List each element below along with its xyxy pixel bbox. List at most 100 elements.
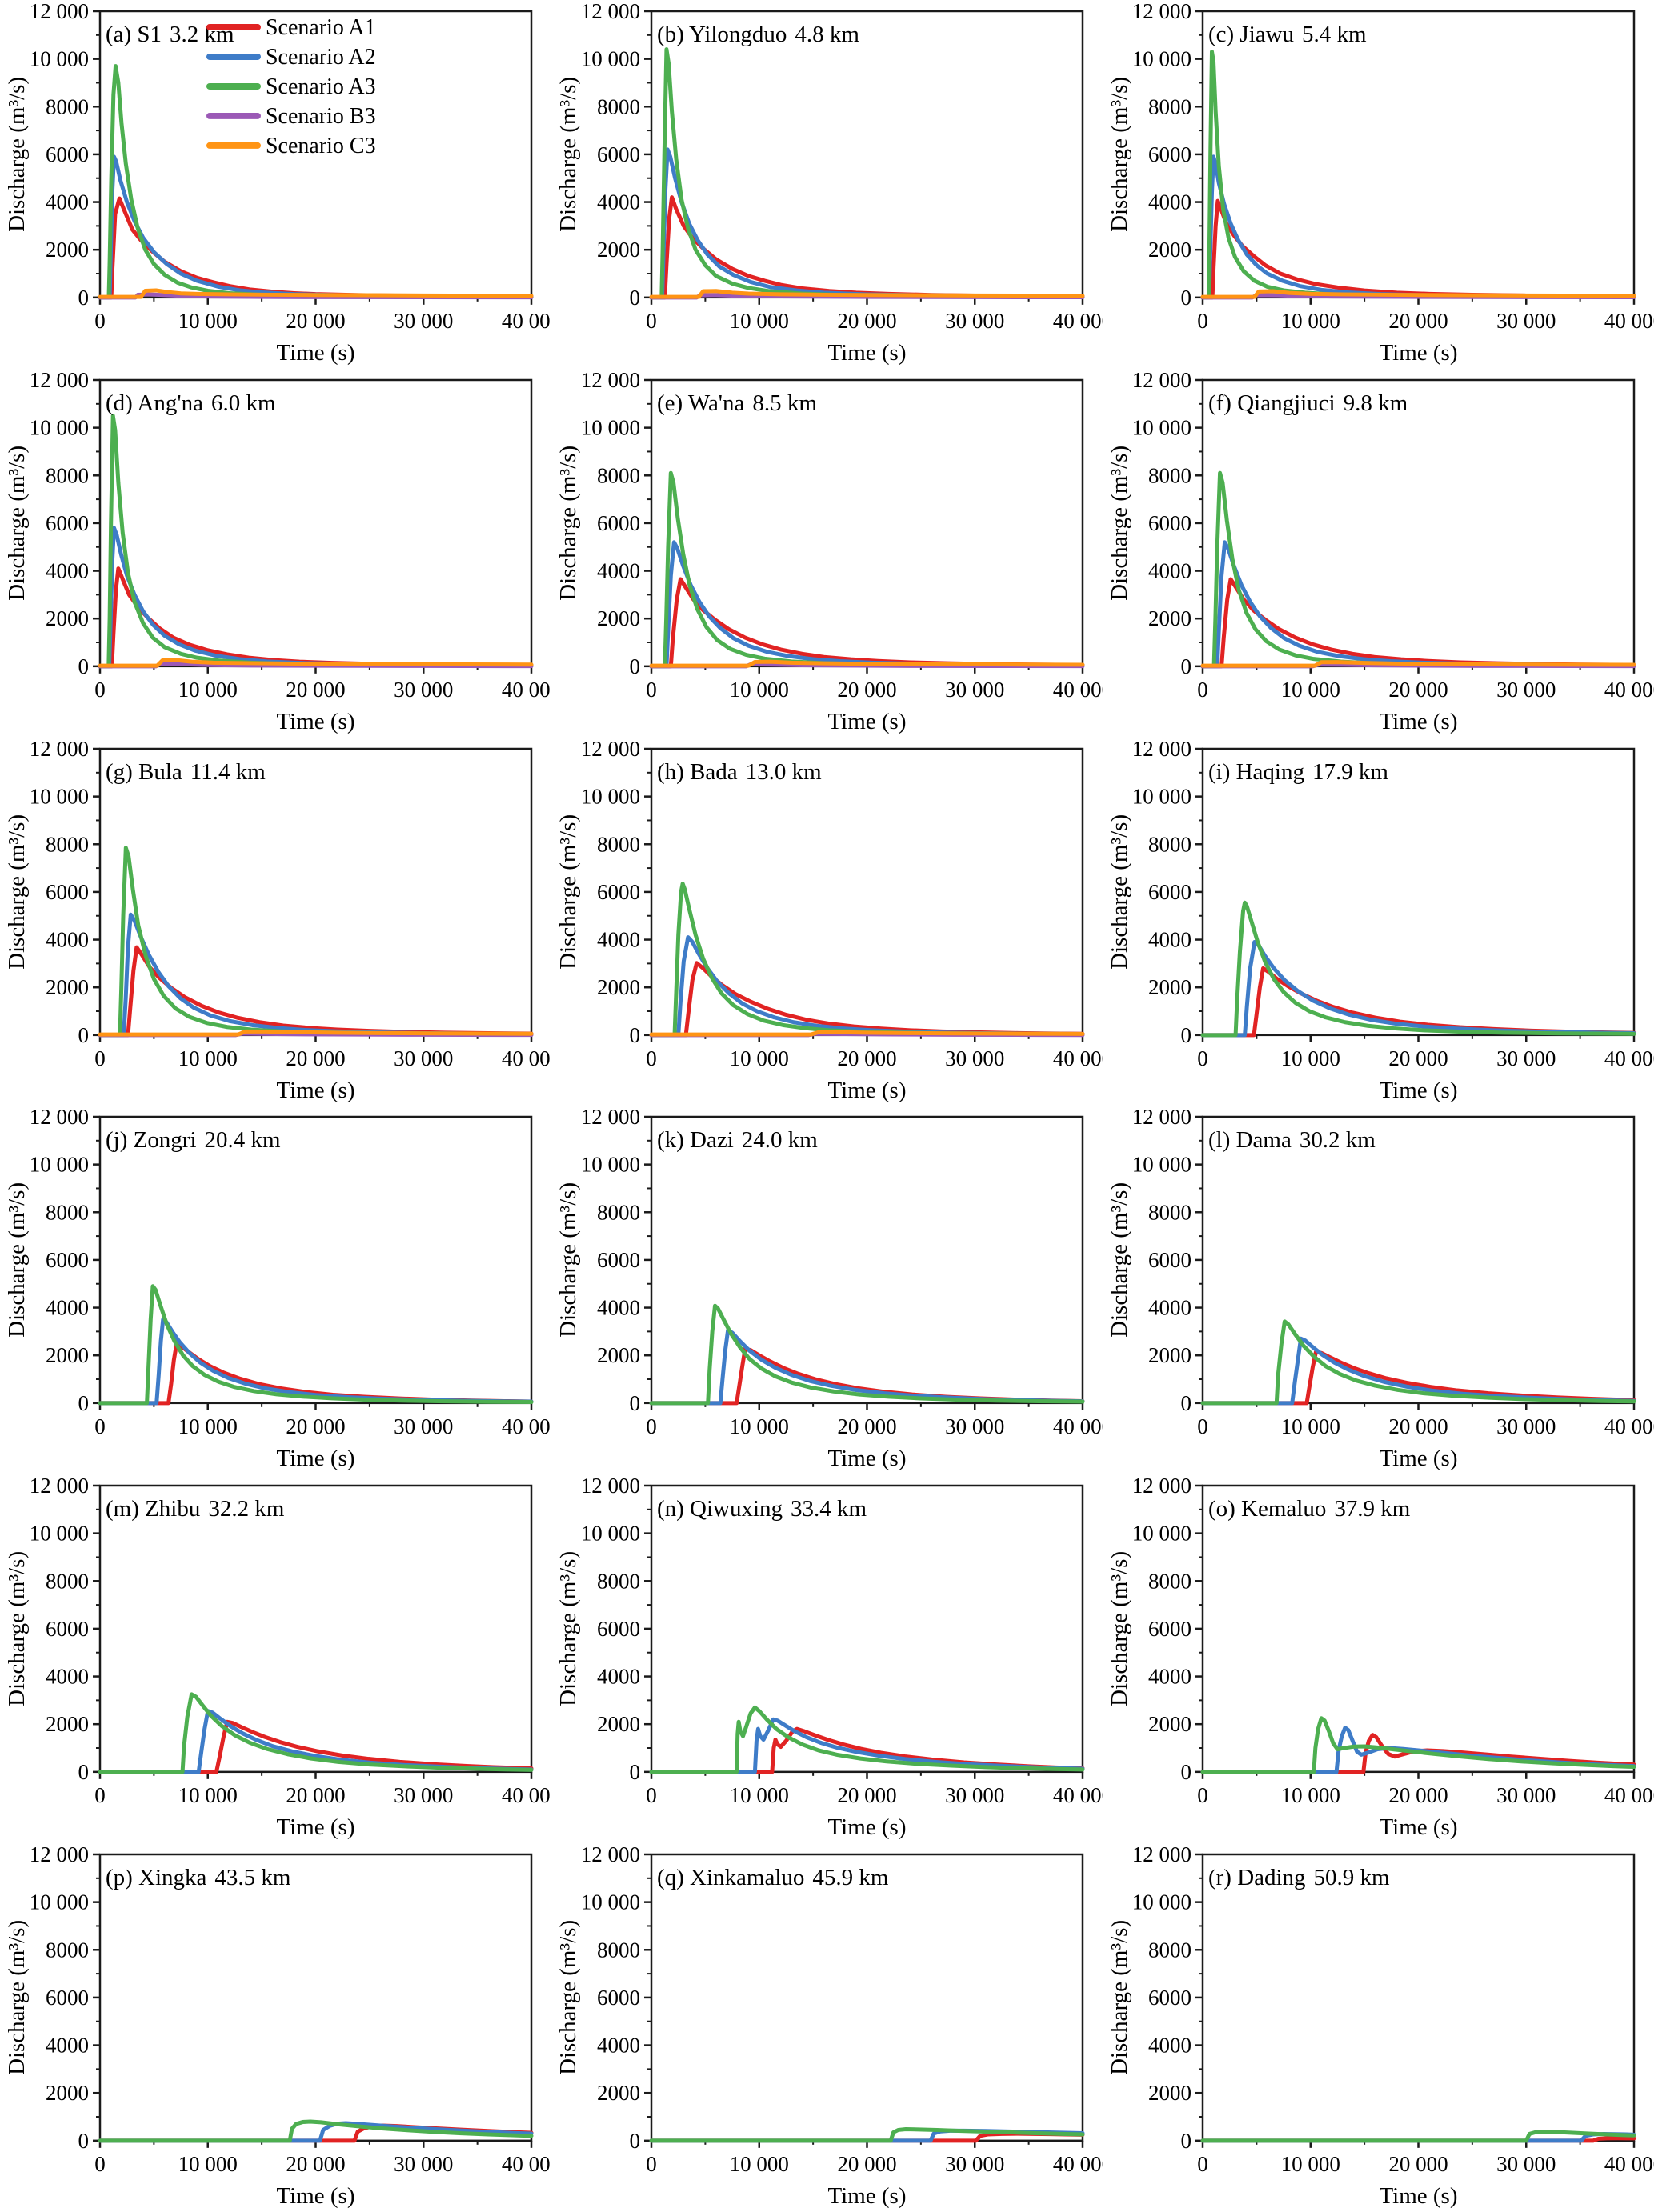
y-tick-label: 8000 [597,1569,640,1593]
y-tick-label: 4000 [46,2034,89,2058]
y-tick-label: 12 000 [1132,369,1191,392]
x-tick-label: 30 000 [1496,678,1556,702]
panel-f: 0 2000 4000 6000 8000 10 000 12 000 0 10 000 20 0… [1103,369,1654,738]
x-tick-label: 0 [94,1414,106,1438]
chart-Qiwuxing: 0 2000 4000 6000 8000 10 000 12 000 0 10 000 20 0… [555,1474,1103,1840]
y-tick-label: 2000 [1148,1712,1191,1736]
y-tick-label: 10 000 [581,1522,640,1546]
x-tick-label: 0 [1197,678,1208,702]
x-tick-label: 30 000 [1496,1414,1556,1438]
x-tick-label: 0 [646,1414,657,1438]
chart-Xingka: 0 2000 4000 6000 8000 10 000 12 000 0 10 000 20 0… [4,1843,551,2209]
x-tick-label: 30 000 [1496,2152,1556,2176]
panel-title: (l) Dama 30.2 km [1208,1127,1376,1153]
y-tick-label: 12 000 [1132,1843,1191,1866]
y-tick-label: 10 000 [30,784,89,808]
legend-label-A3: Scenario A3 [266,74,376,99]
series-C3-line [98,658,534,668]
panel-p: 0 2000 4000 6000 8000 10 000 12 000 0 10 000 20 0… [0,1843,551,2212]
x-tick-label: 10 000 [1281,2152,1340,2176]
y-tick-label: 8000 [597,94,640,118]
series-A3-line [649,470,1085,669]
y-tick-label: 0 [1180,1760,1191,1784]
y-tick-label: 6000 [46,511,89,535]
chart-Qiangjiuci: 0 2000 4000 6000 8000 10 000 12 000 0 10 000 20 0… [1107,369,1654,734]
y-tick-label: 4000 [597,1296,640,1320]
y-tick-label: 2000 [46,606,89,630]
x-axis-title: Time (s) [827,1814,906,1840]
plot-frame [650,10,1084,299]
panel-a: 0 2000 4000 6000 8000 10 000 12 000 0 10 000 20 0… [0,0,551,369]
y-tick-label: 0 [1180,286,1191,310]
x-tick-label: 30 000 [394,678,453,702]
series-A2-line [98,1709,534,1774]
legend-label-B3: Scenario B3 [266,104,376,129]
plot-frame [650,747,1084,1036]
panel-title: (g) Bula 11.4 km [106,759,266,785]
series-A2-line [649,1328,1085,1406]
x-axis-title: Time (s) [827,709,906,734]
series-A3-line [1200,1319,1636,1406]
y-tick-label: 8000 [1148,463,1191,487]
panel-title: (o) Kemaluo 37.9 km [1208,1496,1411,1522]
plot-frame [650,1116,1084,1405]
y-tick-label: 12 000 [1132,1474,1191,1498]
series-A1-line [98,1719,534,1774]
series-A3-line [1200,2130,1636,2143]
series-A1-line [1200,2136,1636,2143]
y-tick-label: 0 [629,1760,640,1784]
y-axis-title: Discharge (m³/s) [4,1920,30,2075]
x-axis-title: Time (s) [827,1446,906,1471]
x-tick-label: 30 000 [1496,309,1556,333]
y-tick-label: 2000 [1148,975,1191,999]
y-tick-label: 2000 [1148,1344,1191,1368]
series-A2-line [98,912,534,1037]
panel-title: (j) Zongri 20.4 km [106,1127,281,1153]
y-axis-title: Discharge (m³/s) [555,1182,581,1338]
y-tick-label: 0 [1180,1022,1191,1046]
panel-c: 0 2000 4000 6000 8000 10 000 12 000 0 10 000 20 0… [1103,0,1654,369]
y-tick-label: 0 [78,654,89,678]
panel-m: 0 2000 4000 6000 8000 10 000 12 000 0 10 000 20 0… [0,1474,551,1843]
y-tick-label: 12 000 [30,1843,89,1866]
panel-title: (h) Bada 13.0 km [657,759,822,785]
x-tick-label: 40 000 [1053,309,1103,333]
y-tick-label: 4000 [597,927,640,951]
y-tick-label: 8000 [46,1569,89,1593]
plot-frame [1201,1116,1636,1405]
series-A3-line [1200,50,1636,300]
series-C3-line [649,1030,1085,1037]
y-tick-label: 8000 [1148,832,1191,856]
y-tick-label: 4000 [46,558,89,582]
y-tick-label: 10 000 [30,47,89,71]
x-tick-label: 40 000 [1053,1046,1103,1070]
x-axis-title: Time (s) [276,1814,354,1840]
series-A3-line [1200,900,1636,1037]
x-tick-label: 40 000 [502,1783,551,1807]
panel-title: (m) Zhibu 32.2 km [106,1496,285,1522]
y-tick-label: 2000 [46,1712,89,1736]
panel-title: (d) Ang'na 6.0 km [106,390,276,416]
plot-frame [98,1484,533,1774]
series-A1-line [649,960,1085,1037]
y-tick-label: 4000 [597,2034,640,2058]
y-tick-label: 8000 [597,463,640,487]
x-tick-label: 20 000 [837,1414,896,1438]
x-tick-label: 0 [1197,1783,1208,1807]
chart-Dazi: 0 2000 4000 6000 8000 10 000 12 000 0 10 000 20 0… [555,1106,1103,1471]
x-tick-label: 40 000 [1604,2152,1654,2176]
y-tick-label: 6000 [597,1986,640,2010]
panel-o: 0 2000 4000 6000 8000 10 000 12 000 0 10 000 20 0… [1103,1474,1654,1843]
x-tick-label: 20 000 [837,309,896,333]
x-tick-label: 10 000 [730,678,789,702]
x-tick-label: 30 000 [945,1414,1004,1438]
x-tick-label: 30 000 [394,1414,453,1438]
x-tick-label: 0 [646,1046,657,1070]
series-A1-line [98,196,534,300]
panel-title: (b) Yilongduo 4.8 km [657,22,859,47]
y-tick-label: 4000 [1148,1665,1191,1689]
series-A1-line [98,945,534,1037]
x-tick-label: 30 000 [945,678,1004,702]
x-axis-title: Time (s) [1379,2183,1457,2209]
